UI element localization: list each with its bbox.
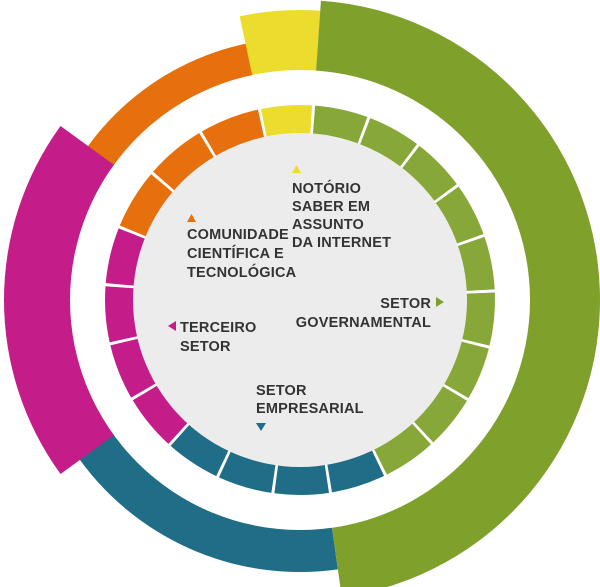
label-line: COMUNIDADE	[187, 227, 289, 243]
label-line: SETOR	[380, 296, 431, 312]
label-line: SETOR	[180, 339, 231, 355]
inner-segment-scientific	[153, 133, 223, 202]
label-line: TECNOLÓGICA	[187, 263, 297, 281]
triangle-up-icon	[292, 165, 301, 173]
label-line: NOTÓRIO	[292, 179, 361, 197]
outer-arc-governmental	[315, 0, 600, 587]
label-line: CIENTÍFICA E	[187, 245, 284, 262]
label-notorio: NOTÓRIO SABER EM ASSUNTO DA INTERNET	[292, 165, 391, 251]
triangle-left-icon	[168, 321, 176, 331]
label-line: DA INTERNET	[292, 235, 391, 251]
label-line: TERCEIRO	[180, 320, 257, 336]
label-line: GOVERNAMENTAL	[296, 315, 431, 331]
triangle-down-icon	[256, 423, 266, 431]
label-business: SETOR EMPRESARIAL	[256, 383, 364, 431]
outer-arc-notorio	[239, 9, 321, 80]
center-disc	[133, 133, 467, 467]
label-governmental: SETOR GOVERNAMENTAL	[296, 296, 444, 331]
label-line: SABER EM	[292, 199, 370, 215]
label-line: EMPRESARIAL	[256, 401, 364, 417]
label-third-sector: TERCEIRO SETOR	[168, 320, 257, 355]
triangle-up-icon	[187, 214, 196, 222]
label-line: ASSUNTO	[292, 217, 364, 233]
label-scientific: COMUNIDADE CIENTÍFICA E TECNOLÓGICA	[187, 214, 297, 281]
triangle-right-icon	[436, 297, 444, 307]
label-line: SETOR	[256, 383, 307, 399]
